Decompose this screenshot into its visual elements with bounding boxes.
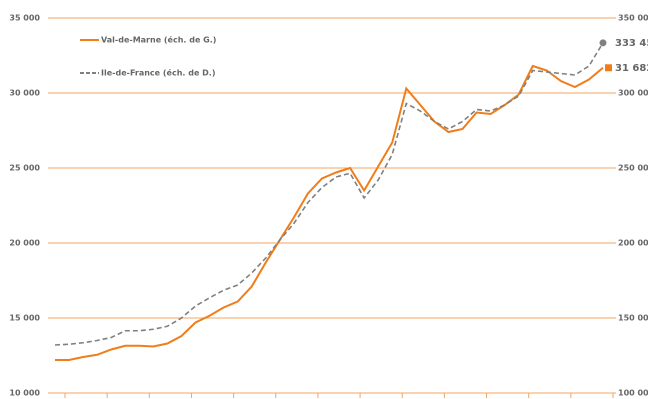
y2-tick-label: 250 000 [618, 164, 648, 173]
y-tick-label: 25 000 [9, 164, 40, 173]
value-label: 333 452 [615, 38, 648, 49]
y2-tick-label: 300 000 [618, 89, 648, 98]
series-line [55, 64, 604, 361]
end-marker [605, 64, 612, 72]
y-tick-label: 10 000 [9, 389, 40, 398]
legend-label: Ile-de-France (éch. de D.) [101, 68, 216, 78]
value-label: 31 682 [615, 63, 648, 74]
y2-tick-label: 100 000 [618, 389, 648, 398]
y2-tick-label: 350 000 [618, 14, 648, 23]
legend-label: Val-de-Marne (éch. de G.) [101, 35, 216, 45]
y-tick-label: 15 000 [9, 314, 40, 323]
end-marker [599, 39, 607, 47]
y-tick-label: 35 000 [9, 14, 40, 23]
y2-tick-label: 150 000 [618, 314, 648, 323]
y-tick-label: 20 000 [9, 239, 40, 248]
y2-tick-label: 200 000 [618, 239, 648, 248]
y-tick-label: 30 000 [9, 89, 40, 98]
